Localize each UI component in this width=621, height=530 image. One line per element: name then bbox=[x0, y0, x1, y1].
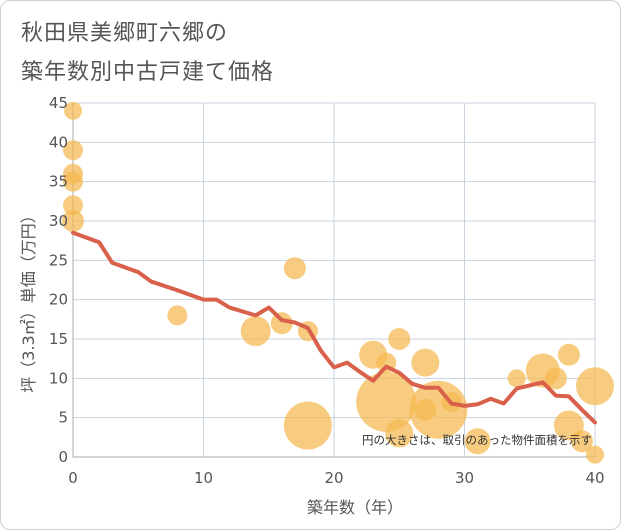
bubble-point-16 bbox=[385, 419, 414, 448]
bubble-point-28 bbox=[576, 367, 614, 406]
y-tick-label-0: 0 bbox=[58, 448, 68, 466]
bubble-point-21 bbox=[464, 428, 491, 455]
y-tick-label-45: 45 bbox=[49, 94, 68, 112]
y-tick-label-35: 35 bbox=[49, 173, 68, 191]
bubble-point-0 bbox=[64, 101, 82, 120]
grid-layer bbox=[72, 102, 596, 458]
y-tick-label-10: 10 bbox=[49, 369, 68, 387]
bubble-point-4 bbox=[63, 195, 83, 216]
y-tick-label-40: 40 bbox=[49, 133, 68, 151]
bubble-point-6 bbox=[167, 305, 188, 326]
x-tick-label-30: 30 bbox=[455, 469, 474, 487]
y-tick-label-30: 30 bbox=[49, 212, 68, 230]
bubble-point-14 bbox=[356, 371, 417, 432]
bubble-point-24 bbox=[544, 367, 567, 390]
bubble-point-27 bbox=[570, 430, 593, 453]
tick-label-layer: 0 10 20 30 40 0 5 10 15 20 25 30 35 40 45 bbox=[49, 94, 605, 487]
bubble-point-15 bbox=[388, 328, 411, 350]
bubble-point-5 bbox=[62, 210, 84, 232]
y-tick-label-20: 20 bbox=[49, 291, 68, 309]
bubble-point-1 bbox=[63, 140, 83, 161]
y-tick-label-5: 5 bbox=[58, 409, 68, 427]
bubble-point-22 bbox=[507, 369, 526, 388]
bubble-point-29 bbox=[586, 445, 604, 464]
bubble-point-8 bbox=[270, 312, 293, 335]
y-tick-label-15: 15 bbox=[49, 330, 68, 348]
bubble-point-7 bbox=[240, 316, 271, 347]
y-tick-label-25: 25 bbox=[49, 251, 68, 269]
trend-line-layer bbox=[71, 230, 597, 425]
x-tick-label-40: 40 bbox=[585, 469, 604, 487]
bubble-point-3 bbox=[63, 171, 83, 192]
trend-line bbox=[71, 230, 597, 425]
x-tick-label-20: 20 bbox=[324, 469, 343, 487]
bubble-point-9 bbox=[283, 257, 306, 280]
x-tick-label-0: 0 bbox=[68, 469, 78, 487]
chart-title-line2: 築年数別中古戸建て価格 bbox=[21, 60, 275, 85]
bubble-point-11 bbox=[283, 401, 332, 450]
y-axis-label: 坪（3.3㎡）単価（万円） bbox=[19, 207, 38, 392]
bubble-point-25 bbox=[557, 343, 580, 366]
bubble-layer bbox=[62, 101, 614, 464]
x-axis-label: 築年数（年） bbox=[307, 498, 403, 517]
bubble-size-note: 円の大きさは、取引のあった物件面積を示す bbox=[362, 433, 592, 447]
bubble-point-17 bbox=[411, 348, 440, 377]
x-tick-label-10: 10 bbox=[194, 469, 213, 487]
chart-title-line1: 秋田県美郷町六郷の bbox=[21, 21, 229, 46]
